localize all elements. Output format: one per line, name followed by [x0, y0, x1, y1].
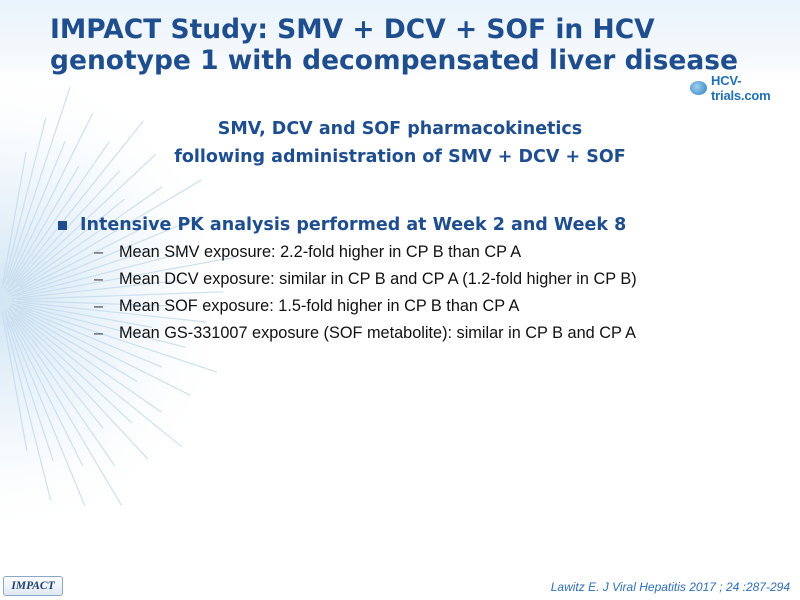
- background-ray: [11, 312, 149, 460]
- square-bullet-icon: [58, 221, 67, 230]
- background-ray: [11, 300, 207, 323]
- dash-bullet-icon: –: [94, 297, 104, 315]
- subtitle-line-2: following administration of SMV + DCV + …: [174, 147, 626, 167]
- background-ray: [5, 316, 54, 462]
- background-ray: [10, 247, 158, 297]
- background-ray: [22, 305, 186, 348]
- study-label-badge: IMPACT: [3, 576, 63, 596]
- background-ray: [9, 179, 202, 295]
- background-ray: [23, 300, 171, 307]
- background-ray: [8, 314, 122, 506]
- background-ray: [8, 153, 157, 293]
- background-ray: [1, 151, 27, 289]
- sub-bullet-text: Mean GS-331007 exposure (SOF metabolite)…: [119, 324, 637, 342]
- sub-bullet-text: Mean SMV exposure: 2.2-fold higher in CP…: [119, 243, 522, 261]
- sub-bullet: – Mean DCV exposure: similar in CP B and…: [94, 270, 784, 297]
- main-bullet: Intensive PK analysis performed at Week …: [58, 211, 626, 239]
- background-ray: [11, 165, 80, 280]
- slide-subtitle: SMV, DCV and SOF pharmacokinetics follow…: [100, 115, 700, 171]
- background-ray: [6, 309, 116, 466]
- background-ray: [23, 256, 236, 297]
- background-ray: [10, 120, 144, 287]
- sub-bullet-list: – Mean SMV exposure: 2.2-fold higher in …: [94, 243, 784, 351]
- background-ray: [6, 141, 110, 291]
- logo-text: HCV-trials.com: [711, 73, 771, 103]
- title-line-1: IMPACT Study: SMV + DCV + SOF in HCV: [50, 14, 655, 45]
- background-ray: [3, 141, 66, 290]
- background-ray: [18, 314, 182, 447]
- background-ray: [10, 320, 84, 467]
- sub-bullet: – Mean SMV exposure: 2.2-fold higher in …: [94, 243, 784, 270]
- background-ray: [20, 310, 191, 396]
- study-label-text: IMPACT: [11, 580, 55, 592]
- sub-bullet: – Mean GS-331007 exposure (SOF metabolit…: [94, 324, 784, 351]
- sub-bullet-text: Mean SOF exposure: 1.5-fold higher in CP…: [119, 297, 520, 315]
- background-ray: [5, 322, 52, 501]
- dash-bullet-icon: –: [94, 243, 104, 261]
- title-line-2: genotype 1 with decompensated liver dise…: [50, 45, 739, 76]
- dash-bullet-icon: –: [94, 270, 104, 288]
- background-ray: [15, 170, 121, 283]
- sub-bullet: – Mean SOF exposure: 1.5-fold higher in …: [94, 297, 784, 324]
- logo-mark-icon: [690, 81, 708, 95]
- hcv-trials-logo: HCV-trials.com: [690, 73, 796, 103]
- slide-title: IMPACT Study: SMV + DCV + SOF in HCV gen…: [50, 14, 750, 76]
- background-ray: [17, 302, 153, 328]
- background-ray: [14, 318, 104, 429]
- background-ray: [6, 86, 71, 278]
- background-ray: [15, 218, 163, 293]
- background-ray: [7, 113, 94, 285]
- main-bullet-text: Intensive PK analysis performed at Week …: [80, 215, 627, 235]
- background-ray: [19, 186, 163, 287]
- background-ray: [17, 291, 224, 300]
- background-ray: [3, 310, 86, 506]
- background-ray: [8, 307, 133, 424]
- citation: Lawitz E. J Viral Hepatitis 2017 ; 24 :2…: [550, 580, 790, 594]
- background-ray: [14, 309, 162, 413]
- background-ray: [3, 118, 47, 284]
- sub-bullet-text: Mean DCV exposure: similar in CP B and C…: [119, 270, 637, 288]
- background-ray: [1, 311, 28, 452]
- background-ray: [21, 215, 202, 292]
- background-ray: [10, 303, 217, 373]
- background-ray: [9, 305, 138, 382]
- background-ray: [11, 279, 186, 300]
- background-ray: [13, 198, 125, 290]
- background-ray: [16, 306, 163, 368]
- dash-bullet-icon: –: [94, 324, 104, 342]
- subtitle-line-1: SMV, DCV and SOF pharmacokinetics: [217, 119, 583, 139]
- background-ray: [16, 249, 197, 297]
- title-band: [0, 0, 800, 82]
